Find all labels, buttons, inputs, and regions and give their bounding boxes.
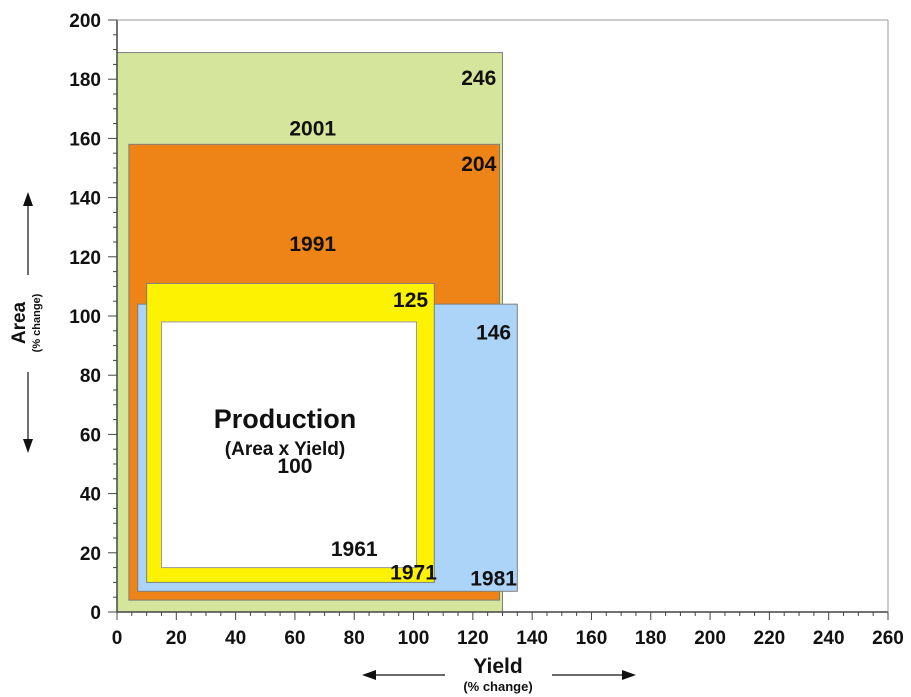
x-tick-label: 160 xyxy=(576,628,608,649)
production-label-1971: 125 xyxy=(393,289,428,312)
y-tick-label: 120 xyxy=(69,248,101,269)
y-axis-title: Area (% change) xyxy=(9,192,43,453)
y-tick-label: 40 xyxy=(80,485,101,506)
x-tick-label: 180 xyxy=(635,628,667,649)
production-label-1981: 146 xyxy=(476,322,511,345)
y-tick-label: 20 xyxy=(80,544,101,565)
y-tick-label: 140 xyxy=(69,189,101,210)
x-axis-sublabel: (% change) xyxy=(463,679,532,694)
production-label-1991: 204 xyxy=(461,153,496,176)
rect-1961 xyxy=(160,321,418,569)
y-tick-label: 60 xyxy=(80,425,101,446)
production-label-1961: 100 xyxy=(277,455,312,478)
y-axis-sublabel: (% change) xyxy=(31,293,43,352)
y-tick-label: 160 xyxy=(69,129,101,150)
production-label-2001: 246 xyxy=(461,67,496,90)
center-subtitle: (Area x Yield) xyxy=(225,439,345,460)
x-tick-label: 120 xyxy=(457,628,489,649)
y-down-arrow-icon xyxy=(23,439,33,453)
x-tick-label: 200 xyxy=(694,628,726,649)
y-tick-label: 200 xyxy=(69,11,101,32)
y-tick-label: 100 xyxy=(69,307,101,328)
x-tick-label: 40 xyxy=(225,628,246,649)
x-left-arrow-icon xyxy=(362,670,376,680)
y-axis-label: Area xyxy=(9,301,30,344)
y-tick-label: 80 xyxy=(80,366,101,387)
axis-ticks xyxy=(108,19,889,620)
center-annotation: Production (Area x Yield) xyxy=(214,404,357,460)
y-up-arrow-icon xyxy=(23,192,33,206)
year-label-1961: 1961 xyxy=(331,538,378,561)
x-axis-title: Yield (% change) xyxy=(362,655,636,694)
x-tick-label: 0 xyxy=(112,628,123,649)
year-label-2001: 2001 xyxy=(289,117,336,140)
x-right-arrow-icon xyxy=(622,670,636,680)
x-tick-label: 60 xyxy=(284,628,305,649)
x-tick-label: 100 xyxy=(398,628,430,649)
x-tick-label: 140 xyxy=(516,628,548,649)
year-label-1971: 1971 xyxy=(390,561,437,584)
rectangle-labels: 2001 246 1991 204 1981 146 1971 125 1961 100 xyxy=(277,67,517,590)
production-rectangles xyxy=(116,52,518,613)
x-tick-label: 220 xyxy=(754,628,786,649)
x-tick-label: 260 xyxy=(872,628,904,649)
x-tick-label: 20 xyxy=(166,628,187,649)
axis-tick-labels: 0 20 40 60 80 100 120 140 160 180 200 220 240 2600204… xyxy=(69,11,904,649)
y-tick-label: 0 xyxy=(90,603,101,624)
x-tick-label: 80 xyxy=(344,628,365,649)
y-tick-label: 180 xyxy=(69,70,101,91)
year-label-1991: 1991 xyxy=(289,233,336,256)
x-axis-label: Yield xyxy=(473,655,522,678)
year-label-1981: 1981 xyxy=(470,567,517,590)
x-tick-label: 240 xyxy=(813,628,845,649)
center-title: Production xyxy=(214,404,357,434)
